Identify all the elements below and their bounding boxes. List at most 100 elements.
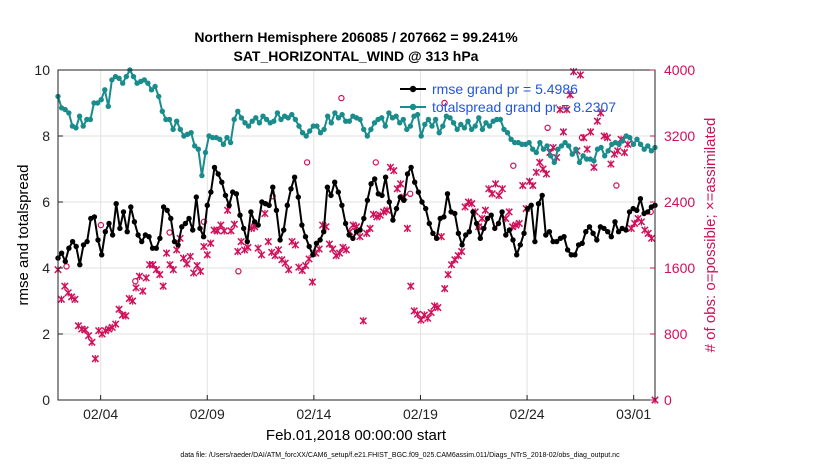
- obs-possible-marker: [441, 99, 448, 107]
- obs-assimilated-marker: [576, 71, 585, 79]
- obs-assimilated-marker: [159, 282, 167, 290]
- rmse-point: [84, 238, 90, 245]
- rmse-point: [113, 201, 119, 207]
- obs-assimilated-marker: [217, 221, 225, 229]
- spread-point: [152, 83, 158, 90]
- spread-point: [307, 128, 313, 134]
- obs-assimilated-marker: [183, 260, 191, 268]
- rmse-point: [335, 189, 341, 195]
- obs-assimilated-marker: [135, 272, 144, 280]
- rmse-point: [277, 237, 283, 243]
- y-tick-label: 2: [42, 326, 50, 342]
- legend-spread-marker: [409, 103, 417, 111]
- rmse-point: [222, 192, 229, 199]
- obs-assimilated-marker: [254, 244, 262, 252]
- obs-assimilated-marker: [427, 308, 435, 317]
- rmse-point: [197, 225, 203, 232]
- obs-assimilated-marker: [128, 297, 137, 305]
- rmse-point: [66, 245, 72, 251]
- rmse-point: [251, 219, 258, 225]
- x-tick-label: 02/24: [510, 406, 545, 422]
- spread-point: [371, 120, 378, 126]
- obs-assimilated-marker: [488, 190, 496, 198]
- obs-assimilated-marker: [434, 303, 442, 312]
- spread-point: [238, 115, 245, 121]
- obs-assimilated-marker: [206, 239, 215, 247]
- obs-assimilated-marker: [556, 105, 564, 114]
- spread-point: [346, 118, 352, 124]
- rmse-point: [572, 252, 578, 258]
- rmse-point: [608, 234, 614, 240]
- rmse-point: [561, 234, 567, 240]
- y-right-tick-label: 4000: [664, 62, 695, 78]
- legend-rmse-label: rmse grand pr = 5.4986: [432, 81, 578, 97]
- rmse-point: [146, 234, 152, 240]
- y-right-tick-label: 1600: [664, 260, 695, 276]
- rmse-point: [69, 238, 76, 245]
- y-right-tick-label: 3200: [664, 128, 695, 144]
- rmse-point: [415, 189, 422, 195]
- obs-assimilated-marker: [84, 331, 93, 340]
- rmse-point: [539, 192, 545, 199]
- obs-assimilated-marker: [139, 287, 147, 295]
- rmse-point: [361, 215, 367, 222]
- spread-point: [526, 139, 532, 146]
- rmse-point: [211, 164, 218, 171]
- rmse-point: [408, 164, 414, 171]
- y-right-tick-label: 2400: [664, 194, 695, 210]
- obs-assimilated-marker: [196, 267, 205, 276]
- rmse-point: [310, 252, 316, 258]
- rmse-point: [160, 204, 167, 210]
- obs-assimilated-marker: [491, 180, 500, 188]
- spread-point: [393, 113, 399, 119]
- obs-assimilated-marker: [179, 254, 188, 262]
- rmse-point: [390, 217, 396, 223]
- rmse-point: [514, 252, 520, 258]
- rmse-point: [302, 234, 309, 240]
- spread-point: [174, 118, 180, 124]
- spread-point: [141, 77, 147, 83]
- spread-point: [292, 116, 299, 123]
- rmse-point: [495, 220, 502, 227]
- rmse-point: [382, 174, 389, 180]
- rmse-point: [149, 245, 156, 251]
- spread-point: [145, 80, 151, 86]
- obs-possible-marker: [578, 134, 586, 141]
- plot-frame: [57, 69, 656, 401]
- spread-point: [339, 111, 345, 118]
- y-tick-label: 0: [42, 392, 50, 408]
- rmse-point: [357, 227, 363, 233]
- rmse-point: [404, 171, 411, 177]
- rmse-point: [204, 202, 210, 208]
- rmse-point: [284, 202, 290, 208]
- rmse-point: [579, 240, 585, 246]
- spread-point: [562, 139, 568, 146]
- obs-assimilated-marker: [81, 326, 89, 334]
- spread-point: [192, 143, 198, 149]
- rmse-point: [466, 229, 472, 235]
- obs-assimilated-marker: [495, 191, 503, 200]
- obs-assimilated-marker: [457, 247, 466, 256]
- rmse-point: [244, 238, 250, 245]
- obs-assimilated-marker: [244, 243, 252, 252]
- rmse-point: [583, 229, 589, 235]
- spread-point: [648, 148, 655, 154]
- rmse-point: [270, 184, 276, 190]
- x-tick-label: 03/01: [616, 406, 651, 422]
- obs-assimilated-marker: [424, 314, 432, 323]
- obs-assimilated-marker: [390, 166, 398, 175]
- obs-assimilated-marker: [529, 181, 537, 190]
- obs-assimilated-marker: [359, 317, 368, 325]
- rmse-point: [543, 232, 549, 238]
- spread-point: [274, 110, 281, 116]
- obs-assimilated-marker: [603, 133, 612, 142]
- rmse-point: [317, 237, 323, 243]
- spread-point: [217, 136, 223, 142]
- legend-rmse-marker: [409, 85, 417, 93]
- spread-point: [249, 118, 255, 124]
- obs-assimilated-marker: [444, 270, 452, 279]
- spread-point: [432, 116, 439, 123]
- spread-point: [289, 111, 295, 118]
- rmse-point: [80, 242, 87, 248]
- rmse-point: [342, 220, 349, 227]
